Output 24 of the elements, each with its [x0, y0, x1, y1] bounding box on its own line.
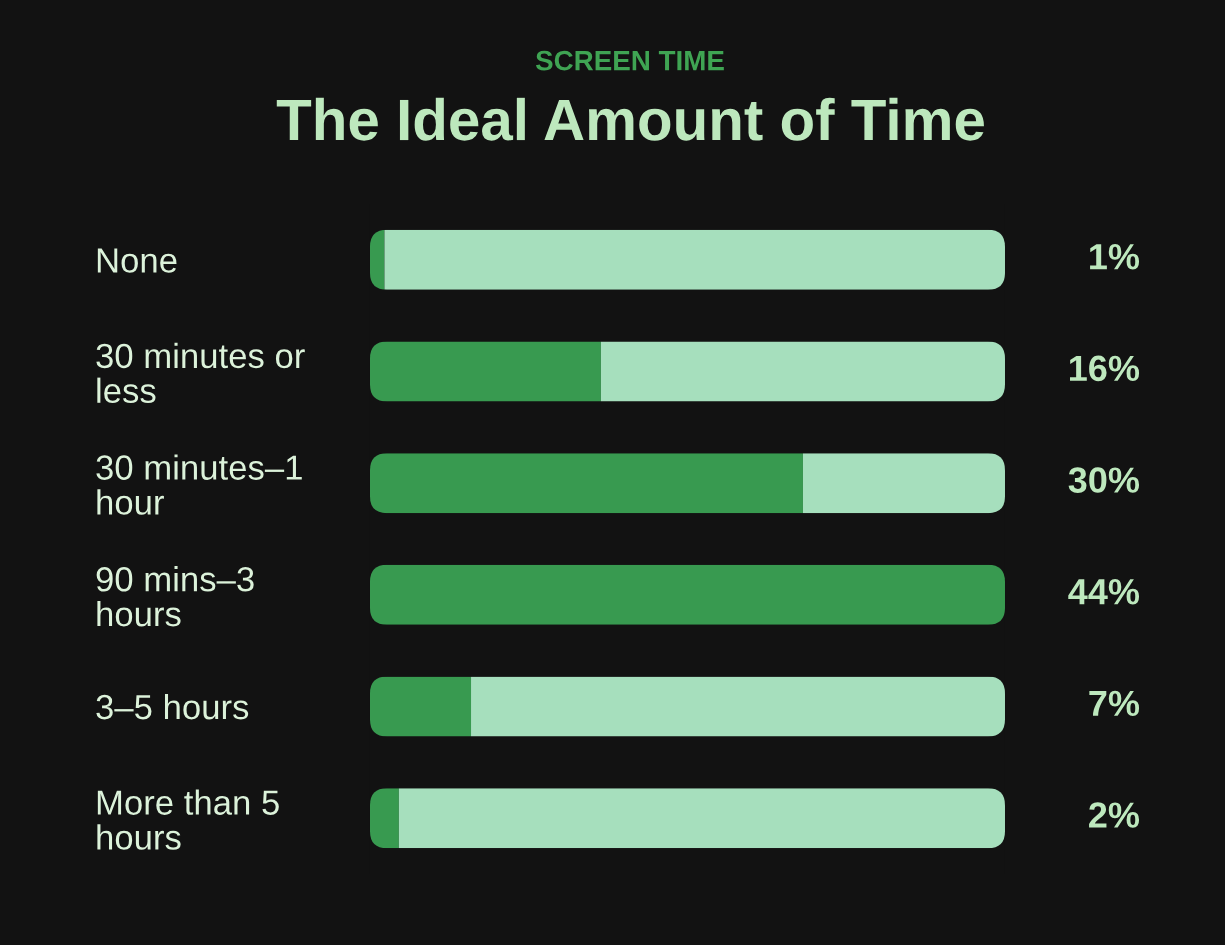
- chart-subtitle: SCREEN TIME: [535, 50, 724, 71]
- bar: [370, 564, 1005, 625]
- chart-title: The Ideal Amount of Time: [276, 97, 984, 141]
- data-label: 7%: [1089, 690, 1140, 717]
- bar: [370, 341, 601, 402]
- bar: [384, 229, 1005, 290]
- bar: [370, 676, 472, 737]
- data-label: 16%: [1070, 355, 1140, 382]
- y-tick-label: 90 mins–3 hours: [96, 566, 254, 627]
- bar: [600, 341, 1005, 402]
- data-label: 2%: [1089, 802, 1140, 828]
- data-label: 30%: [1068, 467, 1140, 493]
- data-label: 1%: [1090, 244, 1140, 270]
- bar: [802, 453, 1005, 514]
- bar: [471, 676, 1005, 737]
- bar: [370, 788, 399, 849]
- bar: [398, 788, 1005, 849]
- y-tick-label: 3–5 hours: [96, 693, 249, 720]
- y-tick-label: More than 5 hours: [97, 789, 279, 850]
- data-label: 44%: [1068, 579, 1140, 605]
- y-tick-label: 30 minutes–1 hour: [96, 454, 302, 515]
- bar: [370, 453, 803, 514]
- y-tick-label: 30 minutes or less: [96, 342, 305, 404]
- y-tick-label: None: [97, 248, 177, 273]
